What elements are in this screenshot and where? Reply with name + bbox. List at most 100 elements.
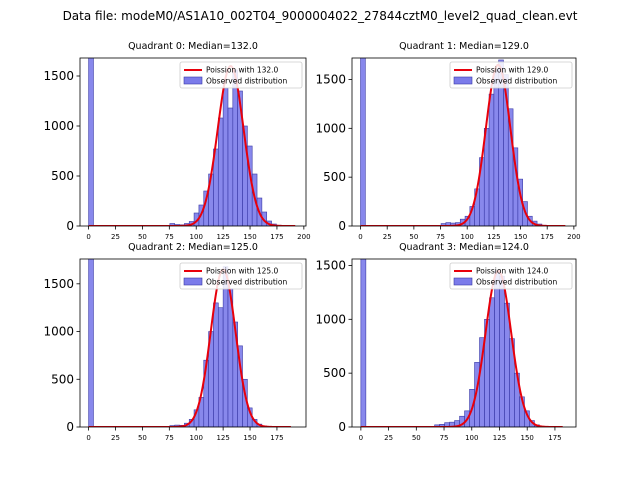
quadrant-title: Quadrant 3: Median=124.0 <box>399 242 529 253</box>
y-tick-label: 1000 <box>43 119 74 133</box>
quadrant-3-plot: 0 25 50 75 100 125 150 175 0 500 1000 1500 Quadrant … <box>315 242 577 442</box>
quadrant-2-plot: 0 25 50 75 100 125 150 175 0 500 1000 1500 Quadrant … <box>43 242 307 442</box>
legend-line-label: Poission with 125.0 <box>206 267 279 276</box>
legend: Poission with 125.0 Observed distribution <box>179 262 303 290</box>
y-tick-label: 0 <box>66 219 74 233</box>
x-tick-label: 100 <box>190 233 203 241</box>
plot-area <box>360 259 563 427</box>
x-tick-label: 200 <box>567 233 580 241</box>
poisson-fit-line <box>88 64 296 226</box>
histogram-bar <box>217 307 224 427</box>
x-tick-label: 50 <box>412 434 421 442</box>
legend-bar-label: Observed distribution <box>206 77 287 86</box>
histogram-bar <box>213 302 219 427</box>
poisson-fit-line <box>360 63 566 226</box>
x-tick-label: 100 <box>190 434 203 442</box>
histogram-bar <box>227 107 234 226</box>
histogram-bar <box>232 69 238 226</box>
x-tick-label: 0 <box>358 233 362 241</box>
x-tick-label: 100 <box>461 233 474 241</box>
x-tick-label: 150 <box>243 233 256 241</box>
y-tick-label: 500 <box>51 169 74 183</box>
x-tick-label: 50 <box>138 233 147 241</box>
quadrant-title: Quadrant 1: Median=129.0 <box>399 41 529 52</box>
legend-line-label: Poission with 132.0 <box>206 66 279 75</box>
x-tick-label: 125 <box>487 233 500 241</box>
histogram-bar <box>360 259 367 427</box>
legend: Poission with 129.0 Observed distribution <box>449 61 573 89</box>
y-tick-label: 0 <box>66 420 74 434</box>
x-tick-label: 150 <box>521 434 534 442</box>
x-tick-label: 25 <box>383 233 392 241</box>
poisson-fit-line <box>88 268 291 427</box>
legend-box <box>449 262 573 290</box>
x-tick-label: 175 <box>548 434 561 442</box>
y-tick-label: 1000 <box>43 325 74 339</box>
histogram-bar <box>88 58 94 226</box>
plot-area <box>360 58 566 226</box>
legend-bar-label: Observed distribution <box>476 77 557 86</box>
x-tick-label: 0 <box>86 434 90 442</box>
legend-box <box>449 61 573 89</box>
axes-frame <box>79 57 307 227</box>
x-tick-label: 0 <box>86 233 90 241</box>
y-tick-label: 0 <box>338 219 346 233</box>
y-tick-label: 500 <box>323 170 346 184</box>
histogram-bar <box>494 270 500 427</box>
y-tick-label: 0 <box>338 420 346 434</box>
x-tick-label: 150 <box>243 434 256 442</box>
x-tick-label: 50 <box>409 233 418 241</box>
histogram-bar <box>489 297 495 427</box>
x-tick-label: 125 <box>493 434 506 442</box>
x-tick-label: 75 <box>165 233 174 241</box>
poisson-fit-line <box>360 269 563 427</box>
legend-bar-swatch <box>453 277 473 286</box>
x-tick-label: 25 <box>111 434 120 442</box>
quadrant-0-plot: 0 25 50 75 100 125 150 175 200 0 500 1000 1500 Quadra… <box>43 41 310 241</box>
y-tick-label: 500 <box>323 366 346 380</box>
x-tick-label: 175 <box>270 233 283 241</box>
x-tick-label: 75 <box>165 434 174 442</box>
legend-bar-label: Observed distribution <box>476 278 557 287</box>
figure-suptitle: Data file: modeM0/AS1A10_002T04_90000040… <box>63 9 578 23</box>
histogram-bar <box>217 117 224 226</box>
histogram-bar <box>88 259 94 427</box>
y-tick-label: 1500 <box>315 258 346 272</box>
x-tick-label: 0 <box>359 434 363 442</box>
x-tick-label: 25 <box>111 233 120 241</box>
legend-bar-swatch <box>453 76 473 85</box>
quadrant-1-plot: 0 25 50 75 100 125 150 175 200 0 500 1000 1500 Quadra… <box>315 41 580 241</box>
x-tick-label: 75 <box>436 233 445 241</box>
axes-frame <box>351 258 577 428</box>
x-tick-label: 175 <box>541 233 554 241</box>
x-tick-label: 150 <box>514 233 527 241</box>
x-tick-label: 125 <box>216 434 229 442</box>
y-tick-label: 1500 <box>315 72 346 86</box>
legend-line-label: Poission with 124.0 <box>476 267 549 276</box>
quadrant-title: Quadrant 0: Median=132.0 <box>128 41 258 52</box>
histogram-bar <box>488 93 495 226</box>
y-tick-label: 1000 <box>315 312 346 326</box>
legend-box <box>179 262 303 290</box>
x-tick-label: 100 <box>465 434 478 442</box>
axes-frame <box>79 258 307 428</box>
axes-frame <box>351 57 577 227</box>
legend-bar-swatch <box>183 76 203 85</box>
legend: Poission with 132.0 Observed distribution <box>179 61 303 89</box>
y-tick-label: 1500 <box>43 277 74 291</box>
legend-bar-swatch <box>183 277 203 286</box>
histogram-bar <box>493 69 499 226</box>
legend-box <box>179 61 303 89</box>
x-tick-label: 175 <box>270 434 283 442</box>
x-tick-label: 25 <box>384 434 393 442</box>
x-tick-label: 50 <box>138 434 147 442</box>
y-tick-label: 500 <box>51 372 74 386</box>
legend-line-label: Poission with 129.0 <box>476 66 549 75</box>
x-tick-label: 200 <box>297 233 310 241</box>
y-tick-label: 1000 <box>315 121 346 135</box>
legend-bar-label: Observed distribution <box>206 278 287 287</box>
histogram-bar <box>360 58 366 226</box>
quadrant-title: Quadrant 2: Median=125.0 <box>128 242 258 253</box>
histogram-bar <box>222 266 229 427</box>
